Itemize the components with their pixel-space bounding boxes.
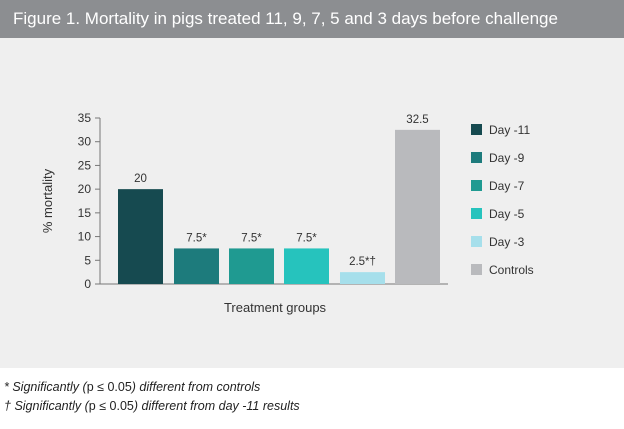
bar: [118, 189, 163, 284]
y-tick-label: 30: [78, 135, 92, 149]
x-axis-label: Treatment groups: [224, 300, 327, 315]
bar: [174, 248, 219, 284]
legend-entry: Day -7: [489, 179, 525, 193]
legend-swatch: [471, 264, 482, 275]
bar: [340, 272, 385, 284]
y-tick-label: 20: [78, 182, 92, 196]
bar: [395, 129, 440, 284]
y-tick-label: 35: [78, 111, 92, 125]
legend-swatch: [471, 152, 482, 163]
footnote-marker-dagger: †: [4, 399, 15, 413]
footnote-marker-asterisk: *: [4, 380, 13, 394]
footnote-text-rest: ) different from day -11 results: [133, 399, 300, 413]
legend-entry: Controls: [489, 263, 534, 277]
bar-data-label: 7.5*: [186, 232, 207, 244]
bar-data-label: 7.5*: [241, 232, 262, 244]
footnote-text-rest: ) different from controls: [131, 380, 261, 394]
legend-entry: Day -3: [489, 235, 525, 249]
figure-title: Figure 1. Mortality in pigs treated 11, …: [0, 0, 624, 38]
bar-data-label: 7.5*: [296, 232, 317, 244]
y-tick-label: 15: [78, 206, 92, 220]
legend-entry: Day -11: [489, 123, 530, 137]
legend-swatch: [471, 236, 482, 247]
bar-data-label: 2.5*†: [349, 256, 376, 268]
footnote-text: Significantly (: [14, 399, 89, 413]
y-tick-label: 0: [84, 277, 91, 291]
chart-panel: 0 5 10 15 20 25 30 35 % mortality 20 7.5* 7.5* 7.5* 2…: [0, 38, 624, 368]
y-tick-label: 10: [78, 230, 92, 244]
legend-swatch: [471, 124, 482, 135]
footnote-text: Significantly (: [12, 380, 87, 394]
bar-data-label: 20: [134, 173, 147, 185]
footnote-stat: p ≤ 0.05: [86, 380, 132, 394]
legend-entry: Day -9: [489, 151, 525, 165]
legend-entry: Day -5: [489, 207, 525, 221]
y-tick-label: 5: [84, 253, 91, 267]
bar-chart: 0 5 10 15 20 25 30 35 % mortality 20 7.5* 7.5* 7.5* 2…: [40, 111, 534, 315]
y-axis-label: % mortality: [40, 168, 55, 233]
bar-data-label: 32.5: [406, 114, 428, 126]
footnotes: * Significantly (p ≤ 0.05) different fro…: [4, 378, 300, 416]
legend-swatch: [471, 180, 482, 191]
y-tick-label: 25: [78, 158, 92, 172]
bar: [229, 248, 274, 284]
bar: [284, 248, 329, 284]
footnote-significance-controls: * Significantly (p ≤ 0.05) different fro…: [4, 378, 300, 397]
legend-swatch: [471, 208, 482, 219]
footnote-stat: p ≤ 0.05: [88, 399, 134, 413]
footnote-significance-day11: † Significantly (p ≤ 0.05) different fro…: [4, 397, 300, 416]
